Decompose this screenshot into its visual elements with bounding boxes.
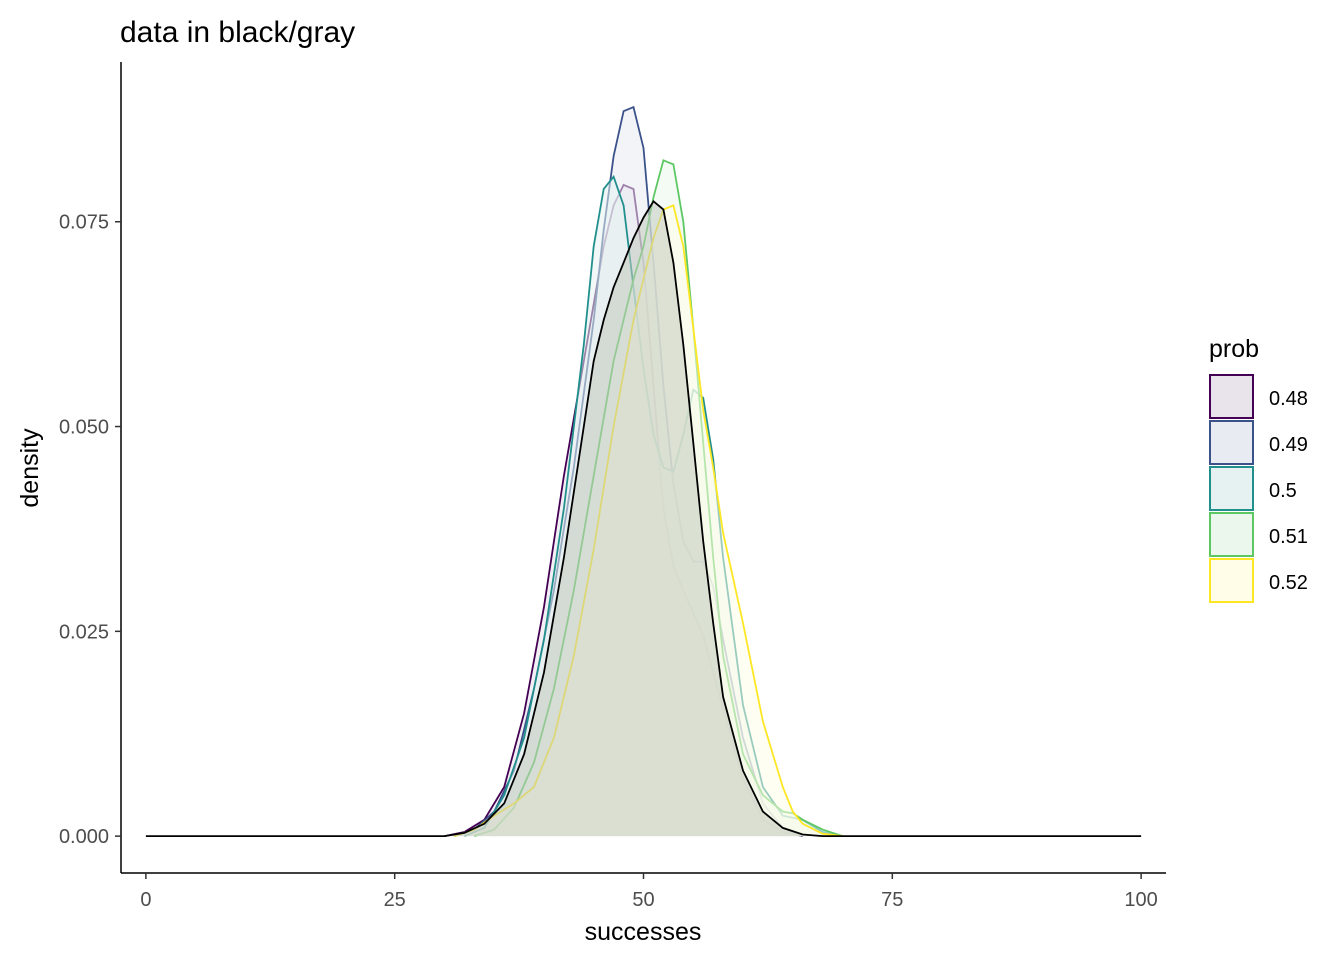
y-tick-label: 0.000 (59, 826, 109, 848)
y-tick-label: 0.075 (59, 212, 109, 234)
legend-label-0-49: 0.49 (1269, 434, 1308, 456)
legend-swatch-0-51 (1209, 512, 1254, 557)
x-tick-label: 50 (632, 889, 654, 911)
x-axis-title: successes (585, 918, 702, 946)
legend-items: 0.48 0.49 0.5 0.51 0.52 (1209, 374, 1308, 603)
x-ticks: 0 25 50 75 100 (140, 873, 1158, 911)
x-tick-label: 100 (1124, 889, 1157, 911)
x-tick-label: 75 (881, 889, 903, 911)
legend-swatch-0-48 (1209, 374, 1254, 419)
legend: prob 0.48 0.49 0.5 0.51 0.52 (1209, 335, 1308, 603)
x-tick-label: 0 (140, 889, 151, 911)
density-area-data (145, 201, 1142, 837)
legend-label-0-52: 0.52 (1269, 572, 1308, 594)
y-ticks: 0.000 0.025 0.050 0.075 (59, 212, 121, 848)
density-line-data (145, 199, 1142, 837)
legend-label-0-5: 0.5 (1269, 480, 1297, 502)
legend-label-0-48: 0.48 (1269, 388, 1308, 410)
y-tick-label: 0.025 (59, 621, 109, 643)
chart-title: data in black/gray (120, 16, 355, 49)
plot-area (145, 105, 1142, 837)
x-tick-label: 25 (384, 889, 406, 911)
y-axis-title: density (16, 428, 44, 508)
y-tick-label: 0.050 (59, 417, 109, 439)
legend-title: prob (1209, 335, 1259, 363)
legend-swatch-0-52 (1209, 558, 1254, 603)
legend-swatch-0-49 (1209, 420, 1254, 465)
legend-swatch-0-5 (1209, 466, 1254, 511)
legend-label-0-51: 0.51 (1269, 526, 1308, 548)
